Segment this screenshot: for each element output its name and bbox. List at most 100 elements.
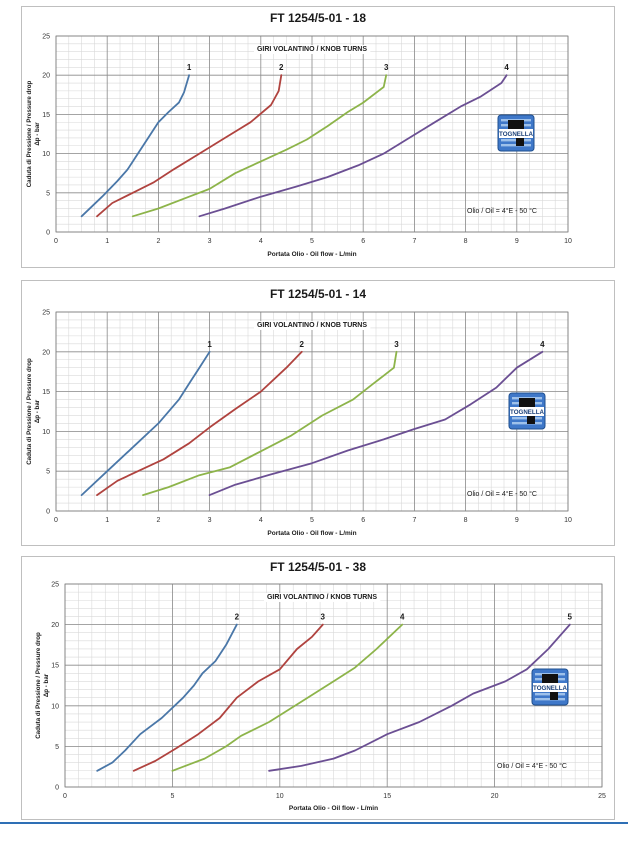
- series-label-2: 2: [279, 63, 284, 72]
- y-tick-label: 25: [42, 34, 50, 41]
- plot-area-border: [64, 583, 603, 788]
- x-tick-label: 6: [361, 517, 365, 524]
- plot-area-border: [55, 311, 569, 512]
- chart-subtitle: GIRI VOLANTINO / KNOB TURNS: [267, 594, 377, 601]
- tognella-logo: TOGNELLA: [497, 114, 535, 152]
- y-axis-unit-label: Δp - bar: [43, 673, 50, 697]
- chart-title: FT 1254/5-01 - 18: [270, 11, 366, 25]
- chart-title: FT 1254/5-01 - 38: [270, 560, 366, 574]
- series-line-5: [268, 623, 571, 772]
- y-tick-label: 15: [42, 112, 50, 119]
- x-tick-label: 3: [208, 517, 212, 524]
- x-tick-label: 4: [259, 517, 263, 524]
- footer-rule: [0, 822, 628, 824]
- series-line-2: [96, 74, 283, 218]
- x-tick-label: 1: [105, 238, 109, 245]
- chart-panel-3: 0 5 10 15 20 25 0 5 10 15 20 25 FT 1254/5-01 - 38 GIR…: [21, 556, 615, 820]
- tognella-logo: TOGNELLA: [508, 392, 546, 430]
- y-axis-label: Caduta di Pressione / Pressure drop: [26, 80, 33, 187]
- subtitle-background: [263, 593, 381, 602]
- x-tick-label: 5: [310, 517, 314, 524]
- x-tick-label: 8: [464, 517, 468, 524]
- series-label-2: 2: [235, 613, 240, 622]
- series-line-3: [131, 74, 388, 218]
- oil-annotation: Olio / Oil = 4°E - 50 °C: [497, 762, 567, 770]
- series-label-4: 4: [540, 340, 545, 349]
- chart-title: FT 1254/5-01 - 14: [270, 287, 366, 301]
- x-tick-label: 4: [259, 238, 263, 245]
- x-tick-label: 0: [54, 238, 58, 245]
- logo-text-band: [510, 407, 544, 416]
- x-tick-label: 10: [564, 238, 572, 245]
- y-tick-label: 5: [55, 744, 59, 751]
- x-tick-label: 3: [208, 238, 212, 245]
- logo-text: TOGNELLA: [510, 409, 544, 416]
- series-label-3: 3: [321, 613, 326, 622]
- y-axis-unit-label: Δp - bar: [34, 399, 41, 423]
- chart-2-svg: 0 1 2 3 4 5 6 7 8 9 10 0 5 10 15 20 25 FT 1254/5-01 - 14 G…: [26, 287, 572, 537]
- x-axis-label: Portata Olio - Oil flow - L/min: [289, 805, 378, 812]
- x-tick-label: 10: [276, 793, 284, 800]
- y-tick-label: 0: [46, 230, 50, 237]
- x-tick-label: 20: [491, 793, 499, 800]
- series-label-2: 2: [300, 340, 305, 349]
- logo-text-band: [533, 683, 567, 692]
- series-label-1: 1: [207, 340, 212, 349]
- x-tick-label: 2: [156, 238, 160, 245]
- plot-area-border: [55, 35, 569, 233]
- y-tick-label: 25: [42, 310, 50, 317]
- series-line-1: [80, 74, 190, 218]
- logo-text: TOGNELLA: [499, 131, 533, 138]
- subtitle-background: [253, 45, 371, 54]
- series-label-3: 3: [394, 340, 399, 349]
- series-label-4: 4: [504, 63, 509, 72]
- y-tick-label: 15: [51, 663, 59, 670]
- series-line-3: [132, 623, 324, 772]
- series-label-4: 4: [400, 613, 405, 622]
- x-tick-label: 10: [564, 517, 572, 524]
- y-tick-label: 10: [51, 703, 59, 710]
- series-line-2: [96, 623, 238, 772]
- x-tick-label: 9: [515, 238, 519, 245]
- series-label-3: 3: [384, 63, 389, 72]
- x-tick-label: 6: [361, 238, 365, 245]
- y-tick-label: 5: [46, 190, 50, 197]
- y-tick-label: 20: [42, 73, 50, 80]
- x-tick-label: 8: [464, 238, 468, 245]
- tognella-logo: TOGNELLA: [531, 668, 569, 706]
- series-line-4: [198, 74, 508, 218]
- x-tick-label: 15: [383, 793, 391, 800]
- x-tick-label: 1: [105, 517, 109, 524]
- series-label-5: 5: [568, 613, 573, 622]
- x-tick-label: 7: [412, 517, 416, 524]
- series-line-4: [171, 623, 404, 772]
- x-tick-label: 5: [170, 793, 174, 800]
- chart-panel-2: 0 1 2 3 4 5 6 7 8 9 10 0 5 10 15 20 25 FT 1254/5-01 - 14 G…: [21, 280, 615, 546]
- series-line-2: [96, 350, 303, 496]
- y-tick-label: 0: [55, 785, 59, 792]
- subtitle-background: [253, 321, 371, 330]
- x-axis-label: Portata Olio - Oil flow - L/min: [267, 251, 356, 258]
- y-tick-label: 0: [46, 509, 50, 516]
- oil-annotation: Olio / Oil = 4°E - 50 °C: [467, 490, 537, 498]
- chart-subtitle: GIRI VOLANTINO / KNOB TURNS: [257, 46, 367, 53]
- x-tick-label: 9: [515, 517, 519, 524]
- series-label-1: 1: [187, 63, 192, 72]
- x-tick-label: 5: [310, 238, 314, 245]
- y-axis-unit-label: Δp - bar: [34, 122, 41, 146]
- logo-text-band: [499, 129, 533, 138]
- y-tick-label: 20: [51, 622, 59, 629]
- x-axis-label: Portata Olio - Oil flow - L/min: [267, 530, 356, 537]
- y-tick-label: 15: [42, 389, 50, 396]
- oil-annotation: Olio / Oil = 4°E - 50 °C: [467, 207, 537, 215]
- y-tick-label: 10: [42, 429, 50, 436]
- x-tick-label: 2: [156, 517, 160, 524]
- series-line-3: [142, 350, 398, 496]
- chart-1-svg: 0 1 2 3 4 5 6 7 8 9 10 0 5 10 15 20 25 FT 1254/5-01 - 18 G…: [26, 11, 572, 258]
- series-line-4: [208, 350, 544, 496]
- chart-panel-1: 0 1 2 3 4 5 6 7 8 9 10 0 5 10 15 20 25 FT 1254/5-01 - 18 G…: [21, 6, 615, 268]
- y-tick-label: 10: [42, 151, 50, 158]
- y-tick-label: 5: [46, 469, 50, 476]
- y-tick-label: 25: [51, 582, 59, 589]
